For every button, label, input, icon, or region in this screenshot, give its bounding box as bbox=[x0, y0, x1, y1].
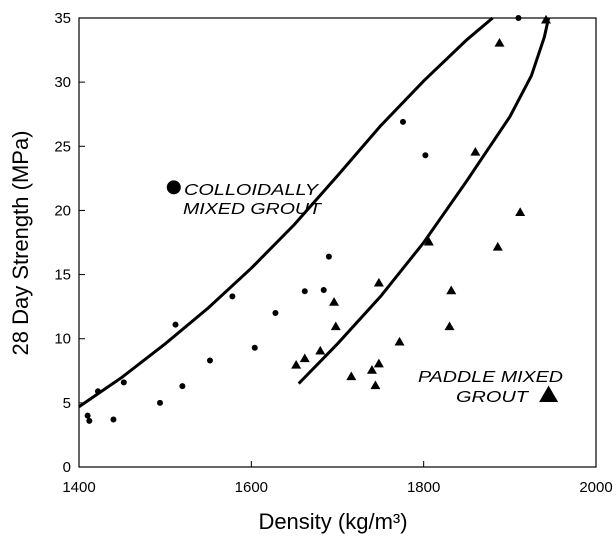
data-point-triangle bbox=[315, 345, 326, 355]
data-point-triangle bbox=[373, 358, 384, 368]
data-point-circle bbox=[229, 293, 236, 300]
data-point-triangle bbox=[394, 336, 405, 346]
x-tick-label: 1600 bbox=[235, 479, 268, 496]
y-tick-label: 20 bbox=[54, 202, 71, 219]
legend-marker-circle bbox=[166, 180, 181, 195]
trend-line bbox=[78, 16, 494, 408]
data-point-circle bbox=[86, 417, 93, 424]
axis-ticks: 1400 1600 1800 2000 0 5 10 15 20 25 30 35 bbox=[54, 10, 612, 496]
data-point-triangle bbox=[330, 321, 341, 331]
y-tick-label: 25 bbox=[54, 138, 71, 155]
data-point-triangle bbox=[515, 207, 526, 216]
data-point-triangle bbox=[329, 297, 340, 306]
data-point-circle bbox=[272, 310, 279, 317]
data-point-triangle bbox=[446, 285, 457, 295]
trend-line bbox=[297, 17, 551, 385]
data-point-triangle bbox=[444, 321, 455, 331]
data-point-circle bbox=[320, 286, 327, 293]
plot-frame bbox=[78, 17, 597, 468]
data-point-circle bbox=[301, 288, 308, 295]
y-tick-label: 30 bbox=[54, 74, 71, 91]
data-point-triangle bbox=[423, 236, 434, 246]
data-point-triangle bbox=[299, 353, 310, 363]
data-point-triangle bbox=[470, 146, 481, 156]
data-point-triangle bbox=[291, 359, 302, 369]
data-point-circle bbox=[399, 118, 406, 125]
data-point-circle bbox=[172, 321, 179, 328]
data-point-circle bbox=[179, 383, 186, 390]
legend-marker-triangle bbox=[539, 385, 559, 403]
data-point-triangle bbox=[494, 37, 505, 47]
data-point-circle bbox=[515, 15, 522, 21]
data-point-circle bbox=[94, 388, 101, 395]
data-point-circle bbox=[156, 399, 163, 406]
annotation-colloidal-line-2: MIXED GROUT bbox=[183, 201, 322, 218]
trend-lines bbox=[78, 16, 551, 408]
x-tick-label: 2000 bbox=[579, 479, 612, 496]
x-tick-label: 1400 bbox=[62, 479, 95, 496]
data-point-triangle bbox=[373, 277, 384, 287]
data-point-triangle bbox=[366, 365, 377, 374]
data-points bbox=[84, 14, 559, 424]
data-point-triangle bbox=[370, 380, 381, 390]
annotation-colloidal-line-1: COLLOIDALLY bbox=[184, 182, 320, 199]
data-point-circle bbox=[84, 412, 91, 419]
data-point-triangle bbox=[492, 241, 503, 251]
data-point-circle bbox=[325, 253, 332, 260]
annotation-paddle-line-1: PADDLE MIXED bbox=[418, 369, 564, 386]
y-tick-label: 5 bbox=[63, 395, 71, 412]
data-point-circle bbox=[251, 344, 258, 351]
x-tick-label: 1800 bbox=[407, 479, 440, 496]
data-point-triangle bbox=[541, 14, 552, 24]
x-axis-title: Density (kg/m³) bbox=[258, 509, 407, 534]
y-tick-label: 0 bbox=[63, 459, 71, 476]
data-point-circle bbox=[120, 379, 127, 386]
data-point-circle bbox=[206, 357, 213, 364]
y-axis-title: 28 Day Strength (MPa) bbox=[8, 131, 33, 356]
annotation-paddle-line-2: GROUT bbox=[456, 389, 530, 406]
y-tick-label: 15 bbox=[54, 267, 71, 284]
y-tick-label: 35 bbox=[54, 10, 71, 27]
y-tick-label: 10 bbox=[54, 331, 71, 348]
data-point-circle bbox=[422, 152, 429, 159]
data-point-circle bbox=[110, 416, 117, 423]
data-point-triangle bbox=[346, 371, 357, 381]
